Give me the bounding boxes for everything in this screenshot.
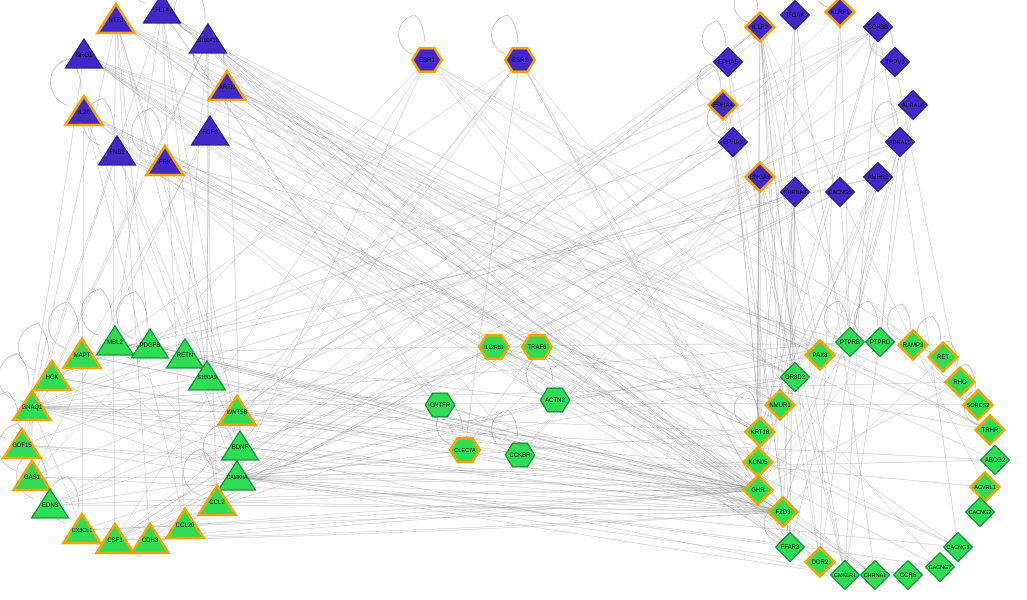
svg-text:CACNG5: CACNG5: [829, 190, 852, 196]
svg-text:S100A12: S100A12: [198, 38, 219, 44]
svg-text:RAMP3: RAMP3: [903, 343, 924, 349]
svg-text:ESR2: ESR2: [512, 58, 528, 64]
svg-text:NTF3: NTF3: [109, 18, 125, 24]
svg-text:KCNJ5: KCNJ5: [748, 460, 768, 466]
svg-text:CACNG2: CACNG2: [969, 510, 992, 516]
svg-text:CNTFR: CNTFR: [430, 403, 451, 409]
svg-text:CCKBR: CCKBR: [509, 453, 531, 459]
svg-text:MBL2: MBL2: [107, 340, 123, 346]
svg-text:GNAQ1: GNAQ1: [21, 405, 43, 411]
svg-text:ITGA8: ITGA8: [786, 13, 804, 19]
svg-text:GAS1: GAS1: [24, 475, 41, 481]
svg-text:CAMKIIA: CAMKIIA: [227, 475, 248, 481]
svg-text:KLRF1: KLRF1: [831, 10, 850, 16]
svg-text:CSF1: CSF1: [107, 538, 123, 544]
svg-text:CDH3: CDH3: [142, 538, 159, 544]
svg-text:CMKLR1: CMKLR1: [834, 573, 856, 579]
svg-text:CX3CL1: CX3CL1: [72, 528, 93, 534]
svg-text:ADRA1B: ADRA1B: [889, 140, 911, 146]
svg-text:ACVRL1: ACVRL1: [974, 485, 995, 491]
svg-text:PDGFB: PDGFB: [140, 343, 161, 349]
svg-text:CACNG3: CACNG3: [947, 545, 970, 551]
svg-text:NRG1: NRG1: [76, 53, 93, 59]
svg-text:SORCS2: SORCS2: [967, 403, 990, 409]
svg-text:IL20: IL20: [78, 110, 90, 116]
svg-text:CACNG7: CACNG7: [929, 565, 952, 571]
svg-text:BDNF: BDNF: [232, 445, 249, 451]
svg-text:MAPT: MAPT: [74, 353, 91, 359]
svg-text:EPHA4: EPHA4: [713, 103, 733, 109]
svg-text:S100A9: S100A9: [197, 375, 217, 381]
svg-text:ABCG2: ABCG2: [985, 458, 1006, 464]
svg-text:EPHA5: EPHA5: [718, 60, 738, 66]
svg-text:CLEC7A: CLEC7A: [454, 448, 476, 454]
svg-text:DDR2: DDR2: [812, 560, 829, 566]
svg-text:CHRNA1: CHRNA1: [864, 573, 887, 579]
svg-text:HCK: HCK: [46, 375, 59, 381]
svg-text:EPHA3: EPHA3: [723, 140, 743, 146]
svg-text:RETN: RETN: [177, 353, 193, 359]
svg-text:GHR: GHR: [751, 488, 765, 494]
svg-text:FLT4: FLT4: [155, 8, 169, 14]
svg-text:ESR1: ESR1: [419, 58, 435, 64]
svg-text:FZD3: FZD3: [776, 510, 792, 516]
svg-text:IL1R2: IL1R2: [752, 25, 769, 31]
svg-text:NMUR1: NMUR1: [769, 403, 791, 409]
svg-text:FGF6: FGF6: [202, 130, 218, 136]
svg-text:PTPRD: PTPRD: [870, 340, 891, 346]
svg-text:ADRA1A: ADRA1A: [902, 103, 924, 109]
svg-text:FFAR3: FFAR3: [781, 545, 800, 551]
svg-text:IL12RB1: IL12RB1: [484, 345, 504, 351]
svg-text:CCL20: CCL20: [176, 523, 195, 529]
svg-text:RHO: RHO: [953, 380, 967, 386]
svg-text:ARTN: ARTN: [219, 85, 235, 91]
svg-text:CCL2: CCL2: [209, 500, 225, 506]
svg-text:AMHR2: AMHR2: [867, 175, 889, 181]
svg-text:GDF15: GDF15: [12, 443, 32, 449]
svg-text:FNB1: FNB1: [109, 150, 125, 156]
svg-text:KRT18: KRT18: [751, 430, 770, 436]
svg-text:TRHR: TRHR: [982, 428, 999, 434]
svg-text:CCR6: CCR6: [900, 573, 917, 579]
svg-text:OR8D2: OR8D2: [785, 375, 806, 381]
svg-text:CHRNA5: CHRNA5: [784, 190, 807, 196]
svg-text:SCN3B: SCN3B: [868, 25, 888, 31]
svg-text:EDN3: EDN3: [42, 503, 59, 509]
svg-text:TRPV1: TRPV1: [885, 60, 905, 66]
svg-text:TRAF6: TRAF6: [527, 345, 547, 351]
svg-text:WNT5B: WNT5B: [227, 410, 248, 416]
svg-text:CNGA3: CNGA3: [750, 175, 771, 181]
svg-text:ACTN2: ACTN2: [545, 398, 565, 404]
svg-text:PAX8: PAX8: [813, 353, 829, 359]
svg-text:FRK: FRK: [159, 160, 171, 166]
svg-text:RET: RET: [937, 355, 949, 361]
svg-text:PTPRB: PTPRB: [840, 340, 860, 346]
